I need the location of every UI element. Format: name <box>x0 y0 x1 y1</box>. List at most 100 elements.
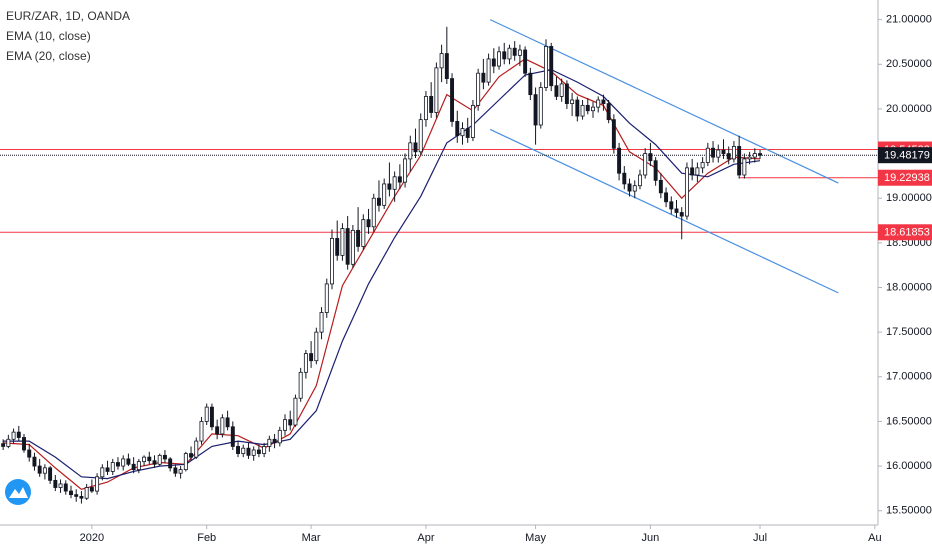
level-label-bg <box>878 169 932 186</box>
y-tick-label: 15.50000 <box>886 505 932 517</box>
candle-body <box>277 429 282 444</box>
y-tick-label: 16.00000 <box>886 460 932 472</box>
candle-body <box>58 483 63 488</box>
candle-body <box>711 147 716 158</box>
candle-body <box>335 237 340 256</box>
candle-body <box>721 149 726 154</box>
candle-body <box>705 147 710 163</box>
candle-body <box>157 454 162 465</box>
candle-body <box>570 99 575 104</box>
candle-body <box>726 153 731 160</box>
level-label-bg <box>878 224 932 241</box>
candle-body <box>674 208 679 213</box>
candle-body <box>246 447 251 456</box>
x-tick-label: Jul <box>753 532 767 544</box>
candle-body <box>183 453 188 471</box>
candle-body <box>314 331 319 362</box>
candle-body <box>423 96 428 121</box>
candle-body <box>11 431 16 440</box>
candle-body <box>105 467 110 472</box>
candle-body <box>340 228 345 256</box>
candle-body <box>173 467 178 474</box>
y-tick-label: 17.00000 <box>886 371 932 383</box>
candle-body <box>189 453 194 458</box>
candle-body <box>617 147 622 174</box>
candle-body <box>241 447 246 454</box>
candle-body <box>606 103 611 121</box>
trend-line <box>489 19 839 184</box>
candle-body <box>575 99 580 117</box>
candle-body <box>507 47 512 60</box>
candle-body <box>758 153 762 156</box>
candle-body <box>162 454 167 460</box>
level-label: 18.61853 <box>884 227 930 239</box>
plot <box>0 19 878 504</box>
candle-body <box>345 228 350 265</box>
candle-body <box>450 78 455 122</box>
candle-body <box>147 456 152 462</box>
candle-body <box>236 446 240 454</box>
candle-body <box>377 197 381 206</box>
candle-body <box>303 353 308 373</box>
last-price-label-bg <box>878 147 932 164</box>
candle-body <box>460 128 465 137</box>
candle-body <box>497 51 501 67</box>
candle-body <box>42 467 47 474</box>
candle-body <box>747 156 752 160</box>
candle-body <box>731 146 736 160</box>
y-tick-label: 19.00000 <box>886 192 932 204</box>
candle-body <box>298 371 303 399</box>
candle-body <box>168 458 173 469</box>
candle-body <box>356 229 361 247</box>
candle-body <box>643 153 648 176</box>
candle-body <box>309 353 314 362</box>
candle-body <box>679 212 684 217</box>
candle-body <box>564 83 569 104</box>
candle-body <box>752 153 757 158</box>
y-tick-label: 20.50000 <box>886 58 932 70</box>
candle-body <box>716 149 721 158</box>
candle-body <box>199 421 204 442</box>
candle-body <box>27 449 32 458</box>
y-tick-label: 18.00000 <box>886 281 932 293</box>
candle-body <box>544 46 548 88</box>
candle-body <box>465 128 470 138</box>
candle-body <box>528 72 533 96</box>
x-tick-label: Mar <box>302 532 321 544</box>
candle-body <box>700 162 705 169</box>
candle-body <box>53 479 58 488</box>
candle-body <box>89 487 94 492</box>
candle-body <box>152 460 157 465</box>
y-tick-label: 16.50000 <box>886 415 932 427</box>
candle-body <box>74 494 79 497</box>
candle-body <box>293 397 298 426</box>
candle-body <box>413 142 418 153</box>
candle-body <box>538 87 543 126</box>
candle-body <box>648 153 653 162</box>
candle-body <box>116 462 120 467</box>
candle-body <box>512 47 517 56</box>
candle-body <box>142 456 147 463</box>
x-tick-label: Au <box>868 532 881 544</box>
candle-body <box>622 172 627 185</box>
candle-body <box>288 419 293 426</box>
candle-body <box>486 58 491 83</box>
candle-body <box>209 406 214 428</box>
candle-body <box>638 174 642 187</box>
x-tick-label: Jun <box>642 532 660 544</box>
candle-body <box>455 121 460 137</box>
candle-body <box>32 456 37 467</box>
candle-body <box>387 183 392 190</box>
candle-body <box>481 72 486 83</box>
candle-body <box>121 458 126 467</box>
candle-body <box>669 201 674 210</box>
candle-body <box>627 183 632 192</box>
x-tick-label: 2020 <box>80 532 104 544</box>
candle-body <box>110 462 115 472</box>
candle-body <box>95 476 100 492</box>
y-tick-label: 21.00000 <box>886 14 932 26</box>
candle-body <box>267 438 272 447</box>
candle-body <box>418 119 423 153</box>
